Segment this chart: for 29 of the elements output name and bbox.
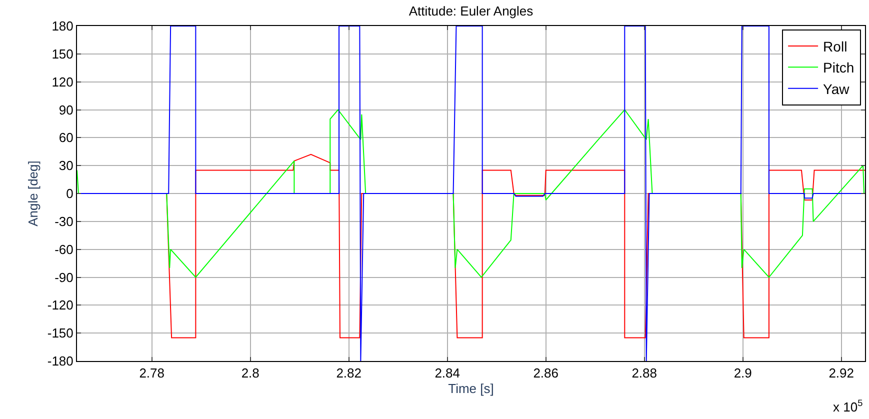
chart-title: Attitude: Euler Angles <box>408 3 534 18</box>
y-tick-label: 120 <box>52 74 74 90</box>
line-series <box>77 26 865 361</box>
legend-label: Yaw <box>823 80 850 97</box>
y-tick-label: 30 <box>58 158 74 174</box>
x-axis-title: Time [s] <box>448 381 494 396</box>
y-tick-label: -30 <box>54 214 74 229</box>
x-tick-label: 2.82 <box>336 366 362 381</box>
x-tick-label: 2.86 <box>533 366 559 381</box>
y-tick-label: -150 <box>47 326 74 341</box>
legend-label: Pitch <box>823 60 854 76</box>
y-axis-title: Angle [deg] <box>25 160 40 226</box>
x-tick-label: 2.8 <box>241 366 260 381</box>
y-tick-label: 180 <box>52 18 74 34</box>
x-tick-label: 2.9 <box>734 366 752 381</box>
y-tick-label: -120 <box>47 298 74 313</box>
y-tick-label: -90 <box>54 270 74 285</box>
x-tick-label: 2.84 <box>434 366 460 381</box>
legend-label: Roll <box>823 38 848 54</box>
y-tick-label: 0 <box>66 186 74 202</box>
y-tick-label: 90 <box>58 102 74 118</box>
y-tick-label: -180 <box>47 354 74 369</box>
x-tick-label: 2.78 <box>139 366 165 381</box>
y-tick-label: 150 <box>52 46 74 62</box>
y-tick-label: -60 <box>54 242 74 257</box>
y-tick-label: 60 <box>58 130 74 146</box>
text: x 10$^{5}$ <box>833 398 863 414</box>
x-tick-label: 2.88 <box>632 366 658 381</box>
x-tick-label: 2.92 <box>828 366 854 381</box>
